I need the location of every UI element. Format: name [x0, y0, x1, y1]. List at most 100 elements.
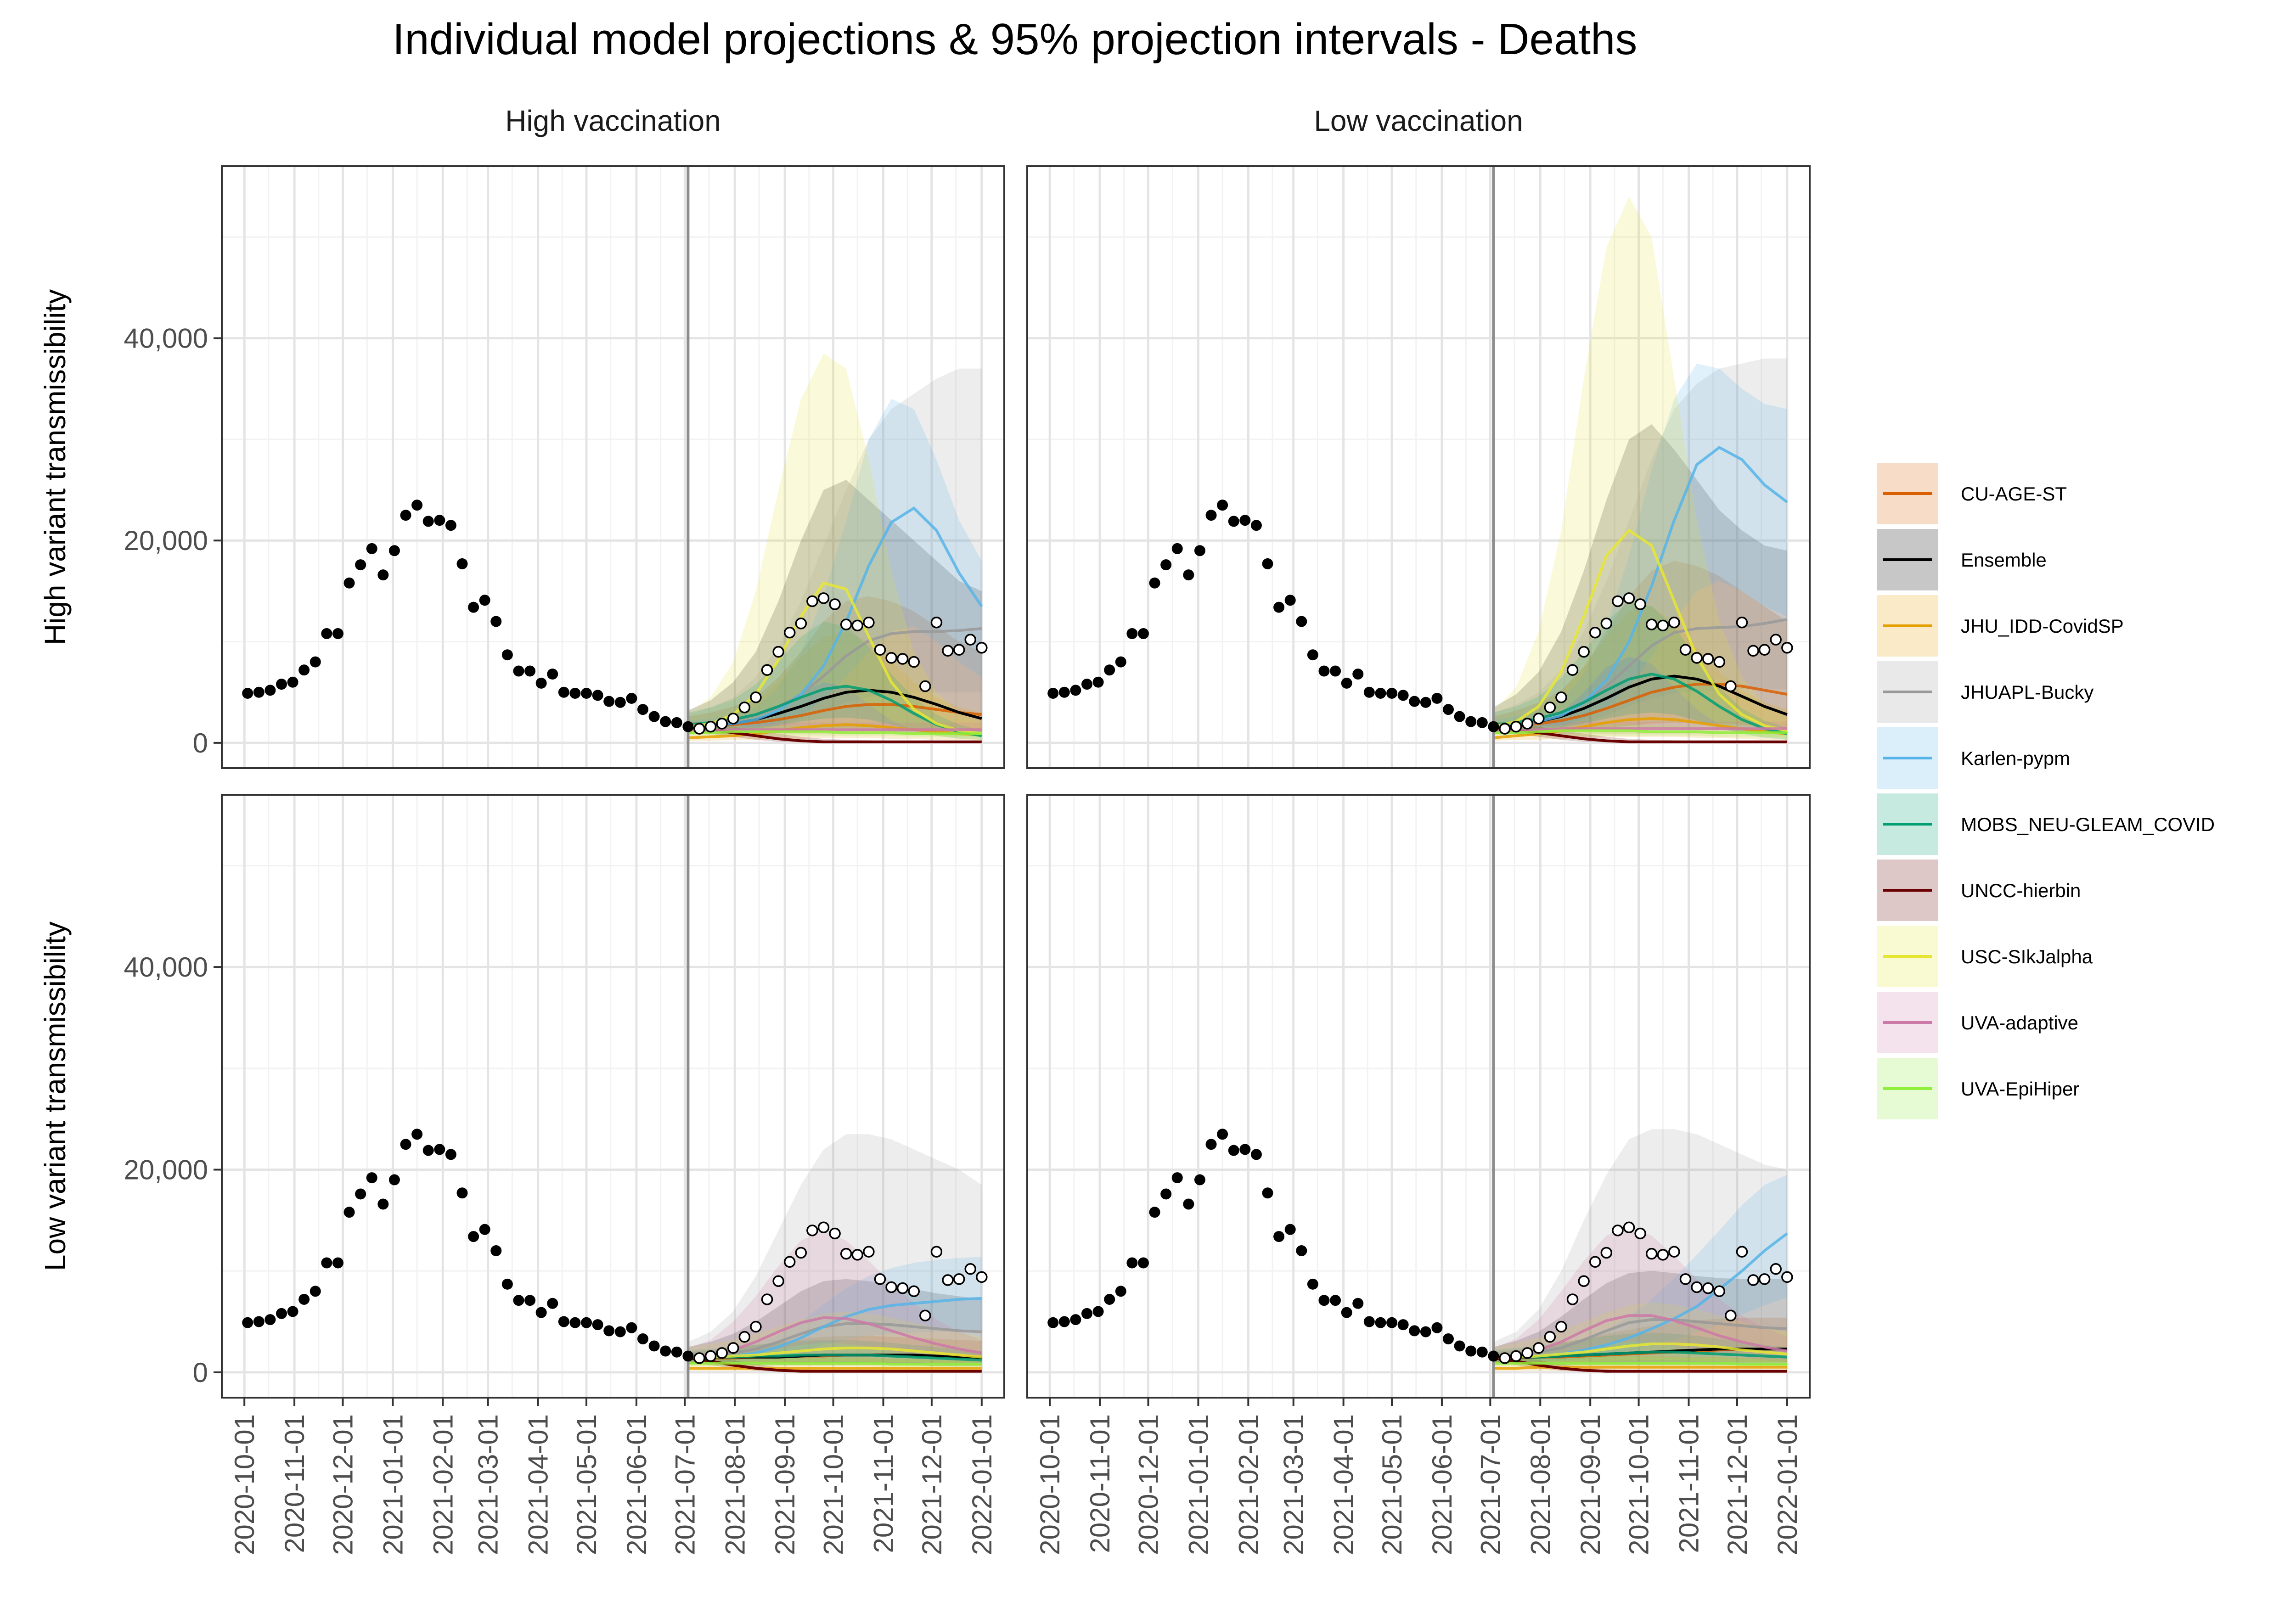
panel-background	[222, 795, 1004, 1398]
observed-point	[1115, 1286, 1126, 1297]
observed-point	[1126, 1257, 1138, 1269]
observed-point-after	[1521, 718, 1533, 730]
observed-point-after	[919, 680, 931, 692]
x-tick-label: 2021-07-01	[670, 1414, 700, 1555]
observed-point	[1488, 721, 1499, 732]
observed-point	[434, 1144, 445, 1155]
legend-item-mobs-neu-gleam-covid: MOBS_NEU-GLEAM_COVID	[1877, 793, 2215, 855]
observed-point	[468, 601, 479, 613]
ribbon-jhu-idd-covidsp	[1493, 606, 1787, 741]
observed-point	[1476, 1346, 1488, 1358]
observed-point	[1171, 1172, 1183, 1184]
observed-point	[422, 1145, 434, 1156]
observed-point	[1296, 616, 1307, 627]
legend-item-cu-age-st: CU-AGE-ST	[1877, 463, 2067, 524]
observed-point	[614, 1326, 626, 1337]
observed-point	[1239, 1144, 1251, 1155]
panel-border	[1026, 165, 1811, 769]
x-tick-label: 2021-09-01	[1575, 1414, 1606, 1555]
observed-point-after	[795, 618, 807, 629]
panel-plot-area	[1493, 1129, 1788, 1373]
observed-point	[1273, 601, 1285, 613]
x-tick-label: 2020-11-01	[1085, 1414, 1115, 1553]
observed-point	[1205, 1139, 1217, 1150]
observed-point	[1205, 510, 1217, 521]
observed-point	[637, 704, 648, 715]
observed-point-after	[1600, 1247, 1613, 1259]
observed-point	[377, 569, 389, 581]
observed-point-after	[953, 1273, 965, 1285]
panel-high-variant-transmissibility-high-vaccination	[221, 165, 1005, 769]
x-tick-label: 2020-12-01	[328, 1414, 359, 1555]
observed-point-after	[1770, 1263, 1782, 1275]
observed-point	[1420, 697, 1431, 708]
observed-point-after	[727, 1342, 739, 1354]
observed-point	[456, 558, 468, 569]
observed-point-after	[738, 702, 751, 714]
observed-point-after	[704, 720, 717, 733]
observed-point-after	[953, 644, 965, 656]
ribbon-usc-sikjalpha	[1493, 197, 1787, 739]
facet-row-label-low-variant-transmissibility: Low variant transmissibility	[39, 921, 72, 1271]
x-tick-label: 2021-12-01	[917, 1414, 947, 1555]
observed-point	[1058, 1316, 1070, 1327]
observed-point	[242, 1317, 253, 1328]
observed-point	[1171, 543, 1183, 554]
observed-point-after	[1679, 1273, 1692, 1285]
observed-point-after	[1521, 1347, 1533, 1359]
x-tick-label: 2021-05-01	[571, 1414, 602, 1555]
observed-point	[1442, 704, 1454, 715]
observed-point-after	[976, 642, 988, 654]
y-tick-label: 0	[193, 728, 208, 759]
x-tick-label: 2021-02-01	[1233, 1414, 1264, 1555]
observed-point-after	[795, 1247, 807, 1259]
observed-point	[1047, 1317, 1059, 1328]
observed-point	[1375, 1317, 1386, 1328]
observed-point-after	[885, 652, 897, 664]
observed-point	[1160, 559, 1172, 571]
observed-point-after	[1758, 1273, 1771, 1285]
x-tick-label: 2021-10-01	[818, 1414, 849, 1555]
legend: CU-AGE-ST Ensemble JHU_IDD-CovidSP JHUAPL-B…	[1877, 463, 2215, 1119]
observed-point	[535, 677, 547, 689]
observed-point-after	[1691, 1281, 1703, 1293]
observed-point	[513, 665, 524, 677]
observed-point	[648, 711, 660, 722]
observed-point-after	[1725, 680, 1737, 692]
x-tick-label: 2022-01-01	[967, 1414, 997, 1555]
observed-point	[332, 628, 343, 639]
panel-grid	[222, 795, 1004, 1398]
ribbon-karlen-pypm	[688, 1257, 982, 1361]
median-line-uncc-hierbin	[688, 726, 982, 743]
facet-column-label-low-vaccination: Low vaccination	[1314, 104, 1523, 137]
observed-point-after	[874, 1273, 886, 1285]
observed-point-after	[964, 634, 976, 646]
observed-point-after	[919, 1309, 931, 1322]
median-line-jhu-idd-covidsp	[688, 723, 982, 739]
observed-points	[1047, 1129, 1499, 1362]
observed-point-after	[1725, 1309, 1737, 1322]
observed-point-after	[840, 618, 852, 630]
facet-row-label-high-variant-transmissibility: High variant transmissibility	[39, 289, 72, 645]
legend-item-uva-epihiper: UVA-EpiHiper	[1877, 1058, 2079, 1119]
observed-point-after	[704, 1350, 717, 1362]
observed-point-after	[1736, 1246, 1748, 1258]
panel-background	[1027, 166, 1810, 768]
observed-point	[264, 685, 276, 696]
observed-point	[501, 1278, 513, 1290]
observed-point-after	[908, 656, 920, 668]
observed-point	[501, 649, 513, 661]
x-tick-label: 2021-03-01	[1278, 1414, 1309, 1555]
observed-point	[1217, 1129, 1228, 1140]
panel-border	[221, 165, 1005, 769]
observed-point	[1318, 1295, 1330, 1306]
y-tick-label: 40,000	[124, 323, 208, 354]
observed-point	[490, 616, 502, 627]
observed-point	[1465, 716, 1477, 727]
observed-point	[626, 1322, 637, 1333]
observed-point	[276, 679, 287, 690]
legend-label: UVA-adaptive	[1961, 1012, 2078, 1034]
observed-point	[264, 1314, 276, 1326]
observed-point	[1239, 515, 1251, 526]
